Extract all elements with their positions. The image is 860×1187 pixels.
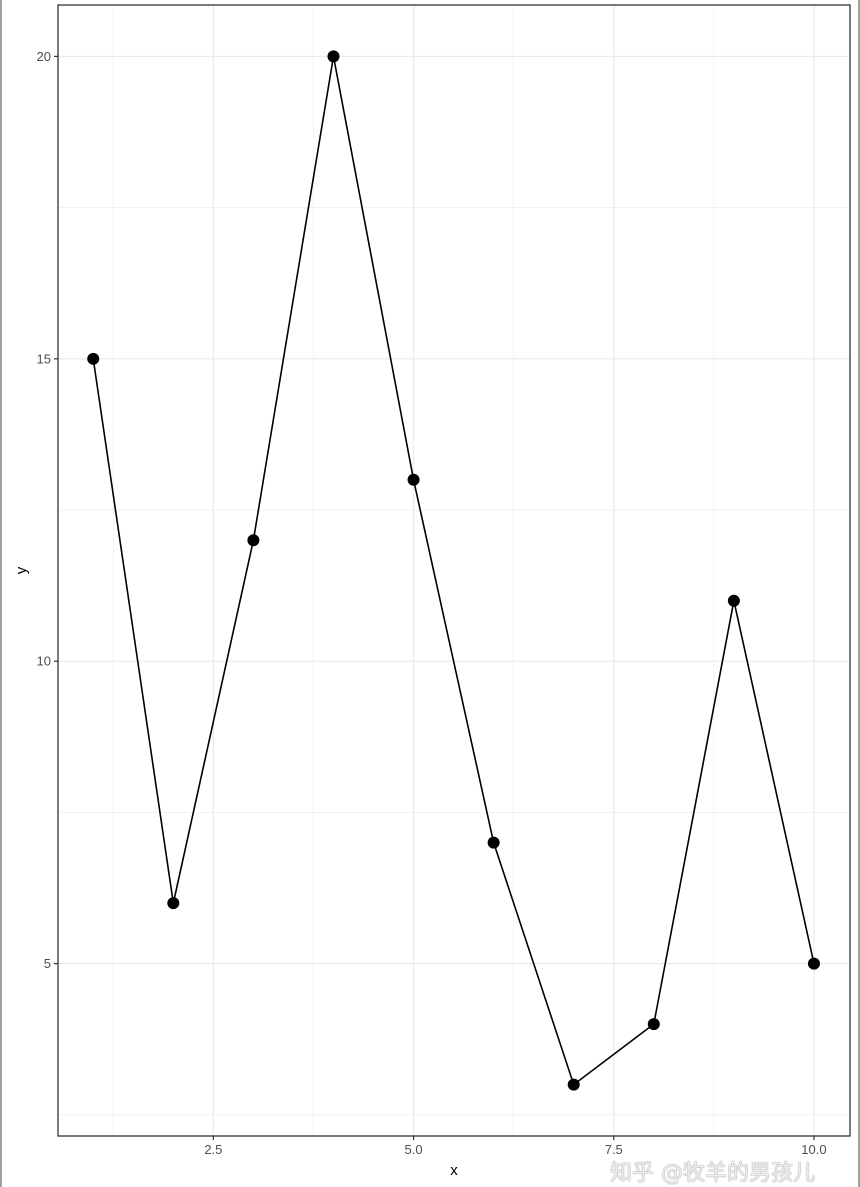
data-point [807, 957, 820, 970]
data-point [167, 897, 180, 910]
data-point [487, 836, 500, 849]
data-point [727, 594, 740, 607]
x-tick-label: 2.5 [204, 1142, 222, 1157]
panel-border [57, 4, 851, 1137]
y-tick-label: 5 [44, 956, 51, 971]
data-point [247, 534, 260, 547]
data-point [327, 50, 340, 63]
data-point [647, 1018, 660, 1031]
y-tick-label: 15 [37, 351, 51, 366]
x-axis-title: x [450, 1162, 458, 1179]
y-tick-label: 10 [37, 654, 51, 669]
data-point [407, 473, 420, 486]
watermark: 知乎 @牧羊的男孩儿 [610, 1161, 815, 1186]
x-tick-label: 10.0 [801, 1142, 826, 1157]
data-point [567, 1078, 580, 1091]
x-tick-label: 5.0 [405, 1142, 423, 1157]
data-point [87, 352, 100, 365]
plot-panel [58, 5, 850, 1136]
y-tick-label: 20 [37, 49, 51, 64]
y-axis-title: y [13, 566, 30, 574]
series-line [92, 56, 815, 1086]
x-tick-label: 7.5 [605, 1142, 623, 1157]
